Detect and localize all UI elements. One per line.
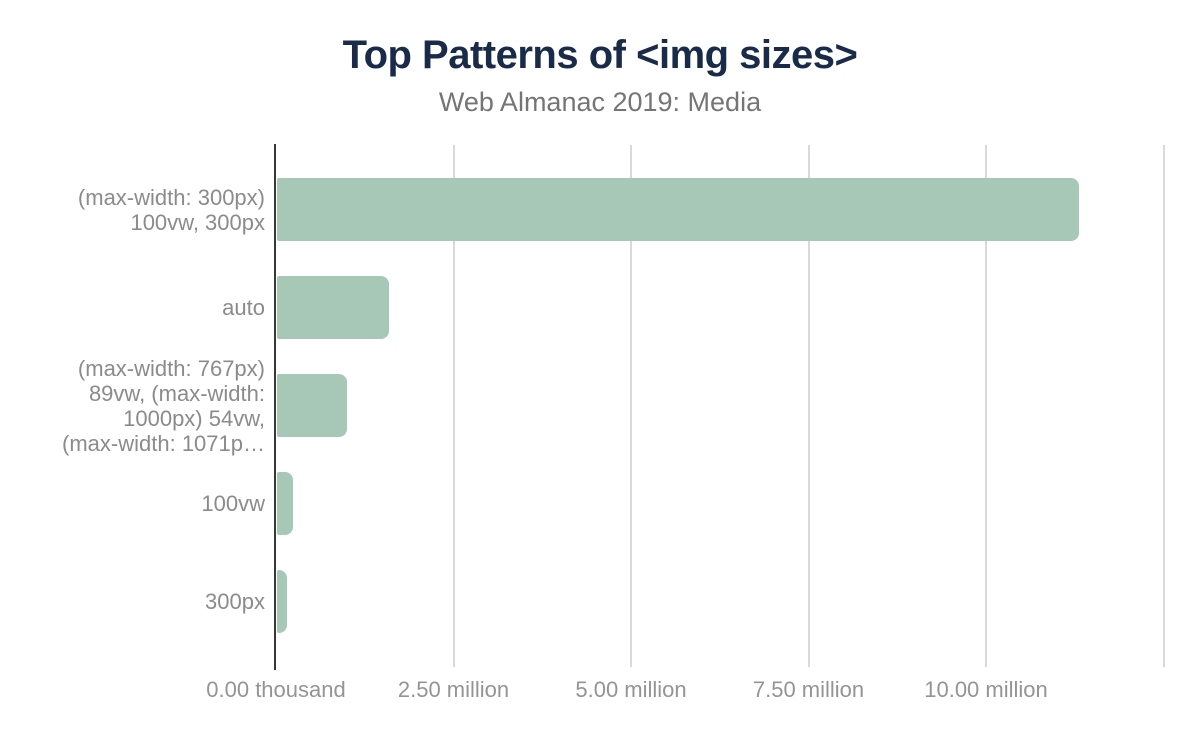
bar-5[interactable] [277,570,287,633]
x-tick-label: 2.50 million [397,677,510,702]
plot-area [274,144,1200,670]
category-label: auto [222,295,265,320]
category-label: (max-width: 300px) 100vw, 300px [77,184,265,235]
category-label: (max-width: 767px) 89vw, (max-width: 1000p… [62,355,265,456]
x-tick-label: 0.00 thousand [206,677,346,702]
x-tick-label: 10.00 million [924,677,1048,702]
x-tick-label: 5.00 million [575,677,687,702]
category-label: 100vw [201,491,265,516]
bar-4[interactable] [277,472,294,535]
gridline [630,145,632,667]
y-axis-line [274,144,276,670]
category-label: 300px [205,589,265,614]
gridline [807,145,810,667]
bar-2[interactable] [277,276,390,339]
bar-3[interactable] [277,374,348,437]
gridline [985,145,987,667]
chart-subtitle: Web Almanac 2019: Media [438,87,762,117]
gridline [452,145,455,667]
bar-1[interactable] [277,178,1080,241]
gridline [1162,145,1165,667]
chart-title: Top Patterns of <img sizes> [342,33,858,77]
x-tick-label: 7.50 million [752,677,865,702]
